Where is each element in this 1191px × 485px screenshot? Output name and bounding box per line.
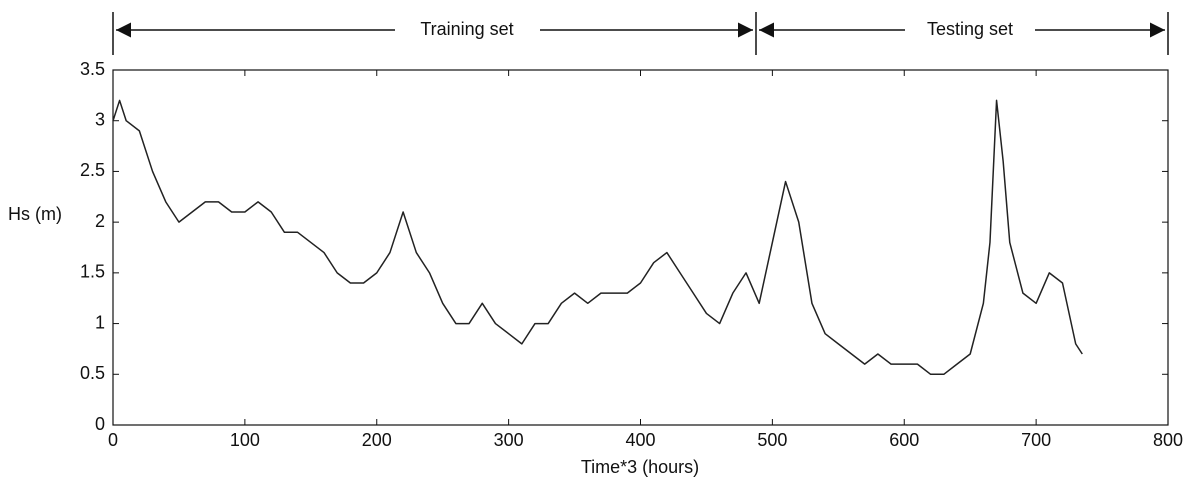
x-tick-label: 400 [625,430,655,450]
x-tick-label: 200 [362,430,392,450]
y-tick-label: 2.5 [80,160,105,180]
plot-frame [112,69,1169,426]
x-tick-label: 600 [889,430,919,450]
x-tick-label: 0 [108,430,118,450]
x-axis-label: Time*3 (hours) [581,457,699,477]
y-tick-label: 3.5 [80,59,105,79]
x-tick-label: 800 [1153,430,1183,450]
x-tick-label: 300 [494,430,524,450]
x-tick-label: 100 [230,430,260,450]
y-tick-label: 1 [95,312,105,332]
y-tick-label: 0.5 [80,363,105,383]
x-tick-label: 500 [757,430,787,450]
y-tick-label: 2 [95,211,105,231]
x-tick-label: 700 [1021,430,1051,450]
series-line [112,99,1083,376]
annotation: Training set [420,19,513,39]
y-axis-label: Hs (m) [8,204,62,224]
y-tick-label: 3 [95,109,105,129]
y-tick-label: 1.5 [80,262,105,282]
y-tick-label: 0 [95,414,105,434]
annotation: Testing set [927,19,1013,39]
